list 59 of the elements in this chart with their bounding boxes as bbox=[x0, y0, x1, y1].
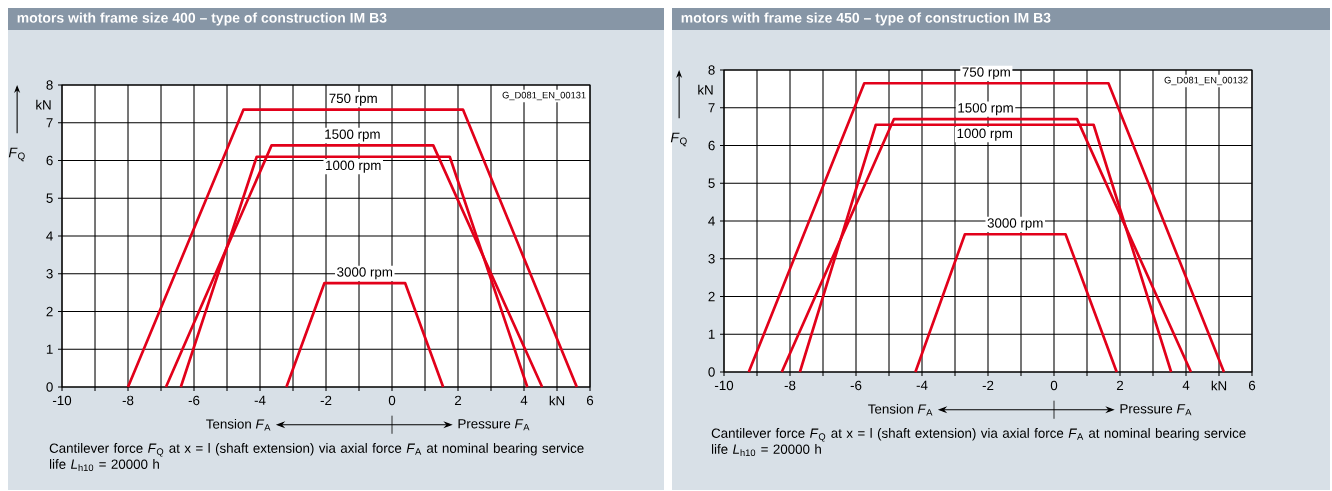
annotation: G_D081_EN_00132 bbox=[1164, 76, 1248, 86]
series-label: 750 rpm bbox=[329, 93, 377, 106]
series-label: 1000 rpm bbox=[326, 160, 381, 173]
text: kN bbox=[36, 99, 51, 110]
text: Tension F$_{A}$ bbox=[868, 403, 933, 416]
y-tick-label: 1 bbox=[708, 329, 715, 339]
y-tick-label: 0 bbox=[708, 367, 715, 377]
series-label: 1500 rpm bbox=[325, 129, 380, 142]
series-label: 750 rpm bbox=[962, 67, 1010, 80]
y-tick-label: 1 bbox=[46, 344, 53, 354]
text: Tension F$_{A}$ bbox=[206, 418, 271, 431]
x-tick-label: -8 bbox=[122, 395, 134, 406]
x-tick-label: -4 bbox=[916, 380, 928, 390]
y-tick-label: 4 bbox=[708, 216, 715, 226]
y-axis-title: F$_{Q}$ bbox=[8, 147, 25, 162]
y-tick-label: 8 bbox=[708, 65, 715, 75]
y-tick-label: 8 bbox=[46, 80, 53, 90]
y-tick-label: 2 bbox=[708, 291, 715, 302]
chart-title: motors with frame size 450 – type of construction IM B3 bbox=[681, 12, 1051, 26]
x-tick-label: -6 bbox=[188, 395, 200, 406]
x-tick-label: -10 bbox=[714, 380, 734, 391]
x-tick-label: -2 bbox=[982, 380, 994, 391]
series-label: 1000 rpm bbox=[957, 128, 1012, 141]
text: Pressure F$_{A}$ bbox=[1120, 404, 1192, 416]
y-tick-label: 2 bbox=[46, 306, 53, 317]
y-tick-label: 4 bbox=[46, 231, 53, 241]
series-label: 3000 rpm bbox=[337, 267, 393, 280]
x-tick-label: 6 bbox=[586, 395, 594, 406]
x-tick-label: 6 bbox=[1248, 380, 1256, 391]
text: kN bbox=[698, 84, 713, 95]
y-tick-label: 7 bbox=[708, 103, 715, 113]
series-label: 1500 rpm bbox=[958, 103, 1013, 116]
series-label: 3000 rpm bbox=[987, 218, 1043, 231]
y-tick-label: 7 bbox=[46, 118, 53, 128]
x-tick-label: kN bbox=[549, 395, 565, 406]
x-tick-label: 4 bbox=[1182, 380, 1190, 390]
text: Pressure F$_{A}$ bbox=[458, 419, 530, 431]
y-tick-label: 6 bbox=[46, 155, 53, 166]
text: Cantilever force F$_{Q}$ at x = l (shaft extension) via axial force F$_{A}$ at nominal bearing service life L$_{h10}$ = 20000 h bbox=[711, 428, 1246, 457]
x-tick-label: -6 bbox=[850, 380, 862, 391]
x-tick-label: 0 bbox=[388, 395, 396, 406]
y-tick-label: 3 bbox=[708, 254, 715, 264]
x-tick-label: -2 bbox=[320, 395, 332, 406]
x-tick-label: -10 bbox=[52, 395, 72, 406]
y-tick-label: 6 bbox=[708, 140, 715, 151]
x-tick-label: kN bbox=[1211, 380, 1227, 391]
x-tick-label: 0 bbox=[1050, 380, 1058, 391]
x-tick-label: 4 bbox=[520, 395, 528, 405]
y-tick-label: 5 bbox=[708, 178, 715, 188]
chart-title: motors with frame size 400 – type of construction IM B3 bbox=[17, 12, 387, 26]
y-tick-label: 3 bbox=[46, 269, 53, 279]
x-tick-label: -8 bbox=[784, 380, 796, 391]
y-tick-label: 5 bbox=[46, 193, 53, 203]
x-tick-label: 2 bbox=[1116, 380, 1124, 391]
annotation: G_D081_EN_00131 bbox=[502, 91, 586, 101]
x-tick-label: 2 bbox=[454, 395, 462, 406]
y-axis-title: F$_{Q}$ bbox=[670, 132, 687, 147]
text: Cantilever force F$_{Q}$ at x = l (shaft extension) via axial force F$_{A}$ at nominal bearing service life L$_{h10}$ = 20000 h bbox=[49, 443, 584, 472]
x-tick-label: -4 bbox=[254, 395, 266, 405]
